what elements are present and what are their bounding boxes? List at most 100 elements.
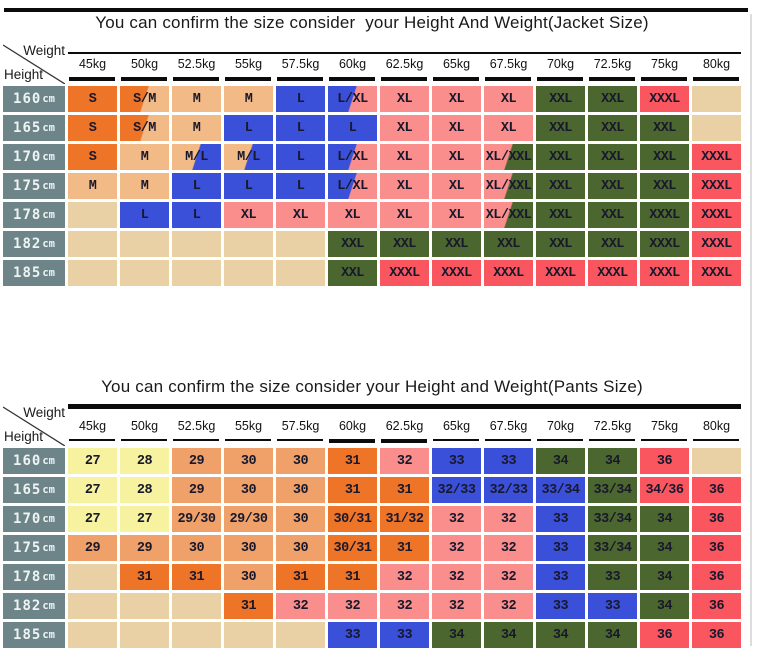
size-cell: 33 [588, 593, 637, 619]
size-cell: 29 [120, 535, 169, 561]
size-cell: 33 [536, 506, 585, 532]
size-cell: XXXL [640, 86, 689, 112]
size-cell: M [68, 173, 117, 199]
size-cell: L [224, 173, 273, 199]
size-cell: M [172, 86, 221, 112]
pants-table-title: You can confirm the size consider your H… [101, 377, 643, 396]
row-unit-label: cm [42, 93, 55, 105]
col-header-62.5kg: 62.5kg [385, 419, 424, 433]
size-cell: S/M [120, 86, 169, 112]
size-cell: XXXL [432, 260, 481, 286]
row-header-178cm: 178 cm [3, 564, 65, 590]
empty-cell [692, 115, 741, 141]
size-cell: 29/30 [172, 506, 221, 532]
size-cell: XXL [536, 202, 585, 228]
size-cell: 27 [68, 477, 117, 503]
col-underline [537, 77, 583, 81]
size-cell: 36 [640, 448, 689, 474]
size-cell: 28 [120, 477, 169, 503]
header-rule [68, 52, 741, 54]
jacket-table-grid: 160 cm S S/M M M L L/XL XL XL XL XXL XXL XXXL 165 cm S S/… [3, 86, 741, 286]
size-cell: 27 [120, 506, 169, 532]
row-header-178cm: 178 cm [3, 202, 65, 228]
size-cell: 32 [432, 564, 481, 590]
col-header-75kg: 75kg [650, 57, 679, 71]
corner-cell: Weight Height [3, 404, 65, 446]
size-cell: 34 [588, 622, 637, 648]
empty-cell [172, 593, 221, 619]
col-underline [121, 439, 167, 441]
empty-cell [172, 231, 221, 257]
empty-cell [172, 260, 221, 286]
row-header-165cm: 165 cm [3, 477, 65, 503]
size-cell: XXXL [640, 202, 689, 228]
col-underline [641, 439, 687, 441]
size-cell: XXXL [692, 231, 741, 257]
size-cell: XL [276, 202, 325, 228]
size-cell: M [224, 86, 273, 112]
row-unit-label: cm [42, 209, 55, 221]
size-cell: XL [432, 202, 481, 228]
size-cell: XL [380, 115, 429, 141]
row-header-165cm: 165 cm [3, 115, 65, 141]
col-header-62.5kg: 62.5kg [385, 57, 424, 71]
size-cell: 29 [172, 448, 221, 474]
col-header-52.5kg: 52.5kg [177, 419, 216, 433]
size-cell: 32 [432, 506, 481, 532]
size-cell: 34 [484, 622, 533, 648]
size-cell: XXL [380, 231, 429, 257]
size-cell: XL [224, 202, 273, 228]
row-unit-label: cm [42, 122, 55, 134]
row-header-182cm: 182 cm [3, 231, 65, 257]
col-underline [277, 439, 323, 441]
col-header-70kg: 70kg [546, 57, 575, 71]
size-cell: XXL [588, 202, 637, 228]
col-header-50kg: 50kg [130, 419, 159, 433]
size-cell: 34 [640, 535, 689, 561]
col-header-55kg: 55kg [234, 419, 263, 433]
size-cell: XL/XXL [484, 144, 533, 170]
empty-cell [68, 202, 117, 228]
size-cell: 36 [692, 564, 741, 590]
empty-cell [120, 260, 169, 286]
size-cell: 36 [692, 593, 741, 619]
col-underline [277, 77, 323, 81]
size-cell: 33 [588, 564, 637, 590]
size-cell: 34 [640, 506, 689, 532]
col-underline [225, 77, 271, 81]
col-header-55kg: 55kg [234, 57, 263, 71]
size-cell: 32 [432, 593, 481, 619]
col-header-60kg: 60kg [338, 419, 367, 433]
size-cell: 30/31 [328, 535, 377, 561]
col-underline [329, 439, 375, 443]
size-cell: 29 [68, 535, 117, 561]
size-cell: XL [432, 86, 481, 112]
col-header-45kg: 45kg [78, 57, 107, 71]
pants-table-header: Weight Height 45kg 50kg 52.5kg 55kg 57.5kg 60kg… [3, 404, 741, 446]
col-header-72.5kg: 72.5kg [593, 57, 632, 71]
col-underline [381, 77, 427, 81]
col-underline [641, 77, 687, 81]
size-cell: 29/30 [224, 506, 273, 532]
size-cell: XL [484, 86, 533, 112]
empty-cell [224, 260, 273, 286]
size-cell: XXL [484, 231, 533, 257]
pants-size-table: You can confirm the size consider your H… [3, 376, 741, 648]
top-divider-line [4, 8, 748, 12]
row-unit-label: cm [42, 238, 55, 250]
row-header-175cm: 175 cm [3, 535, 65, 561]
size-cell: M [120, 173, 169, 199]
col-header-45kg: 45kg [78, 419, 107, 433]
size-cell: XXXL [588, 260, 637, 286]
size-cell: 33 [536, 564, 585, 590]
size-cell: 31 [172, 564, 221, 590]
height-axis-label: Height [4, 67, 44, 82]
size-cell: 34 [432, 622, 481, 648]
size-cell: 31 [276, 564, 325, 590]
size-cell: XL/XXL [484, 173, 533, 199]
col-underline [485, 439, 531, 441]
size-cell: 34 [588, 448, 637, 474]
col-header-72.5kg: 72.5kg [593, 419, 632, 433]
row-unit-label: cm [42, 542, 55, 554]
